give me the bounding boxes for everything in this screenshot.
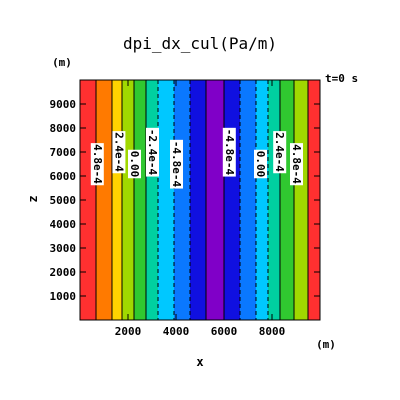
color-band-5 <box>146 80 158 320</box>
color-band-7 <box>174 80 190 320</box>
color-band-6 <box>158 80 175 320</box>
contour-label-bg-1 <box>112 131 126 174</box>
time-label: t=0 s <box>325 72 358 85</box>
y-tick-label-4: 5000 <box>50 194 77 207</box>
color-band-15 <box>294 80 308 320</box>
contour-label-bg-5 <box>222 127 236 177</box>
contour-label-5: -4.8e-4 <box>223 129 236 176</box>
color-band-8 <box>189 80 206 320</box>
color-band-9 <box>206 80 224 320</box>
color-band-1 <box>96 80 112 320</box>
y-tick-label-0: 1000 <box>50 290 77 303</box>
color-band-10 <box>224 80 241 320</box>
contour-label-bg-4 <box>170 139 183 189</box>
color-band-0 <box>80 80 97 320</box>
x-tick-label-3: 8000 <box>259 325 286 338</box>
contour-label-bg-3 <box>146 127 159 177</box>
contour-label-4: -4.8e-4 <box>170 141 183 188</box>
contour-label-0: 4.8e-4 <box>91 144 104 184</box>
color-bands <box>80 80 320 320</box>
x-tick-label-2: 6000 <box>211 325 238 338</box>
color-band-14 <box>279 80 295 320</box>
y-tick-label-7: 8000 <box>50 122 77 135</box>
color-band-11 <box>240 80 256 320</box>
contour-label-bg-0 <box>90 143 104 186</box>
color-band-4 <box>134 80 146 320</box>
y-tick-label-1: 2000 <box>50 266 77 279</box>
x-tick-label-0: 2000 <box>115 325 142 338</box>
y-tick-label-6: 7000 <box>50 146 77 159</box>
y-tick-label-3: 4000 <box>50 218 77 231</box>
y-axis-title: z <box>26 195 40 202</box>
contour-label-bg-6 <box>254 149 267 179</box>
contour-label-bg-2 <box>128 149 141 179</box>
x-axis-title: x <box>196 355 203 369</box>
y-tick-label-8: 9000 <box>50 98 77 111</box>
y-tick-label-5: 6000 <box>50 170 77 183</box>
contour-label-6: 0.00 <box>254 151 267 178</box>
color-band-13 <box>267 80 280 320</box>
contour-label-bg-8 <box>290 143 303 186</box>
color-band-12 <box>255 80 268 320</box>
contour-label-8: 4.8e-4 <box>290 144 303 184</box>
color-band-2 <box>111 80 122 320</box>
x-unit-label: (m) <box>316 338 336 351</box>
contour-label-7: 2.4e-4 <box>273 132 286 172</box>
contour-lines <box>95 80 309 320</box>
color-band-3 <box>122 80 134 320</box>
contour-label-3: -2.4e-4 <box>146 129 159 176</box>
y-tick-label-2: 3000 <box>50 242 77 255</box>
contour-label-1: 2.4e-4 <box>112 132 125 172</box>
axis-ticks: 2000 4000 6000 8000 1000 2000 3000 4000 5000 6000… <box>50 80 320 338</box>
y-unit-label: (m) <box>52 56 72 69</box>
x-tick-label-1: 4000 <box>163 325 190 338</box>
chart-title: dpi_dx_cul(Pa/m) <box>123 34 277 53</box>
contour-labels: 4.8e-4 2.4e-4 0.00 -2.4e-4 -4.8e-4 -4.8e-4 0.0… <box>90 127 303 189</box>
contour-label-bg-7 <box>273 131 287 174</box>
contour-label-2: 0.00 <box>128 151 141 178</box>
